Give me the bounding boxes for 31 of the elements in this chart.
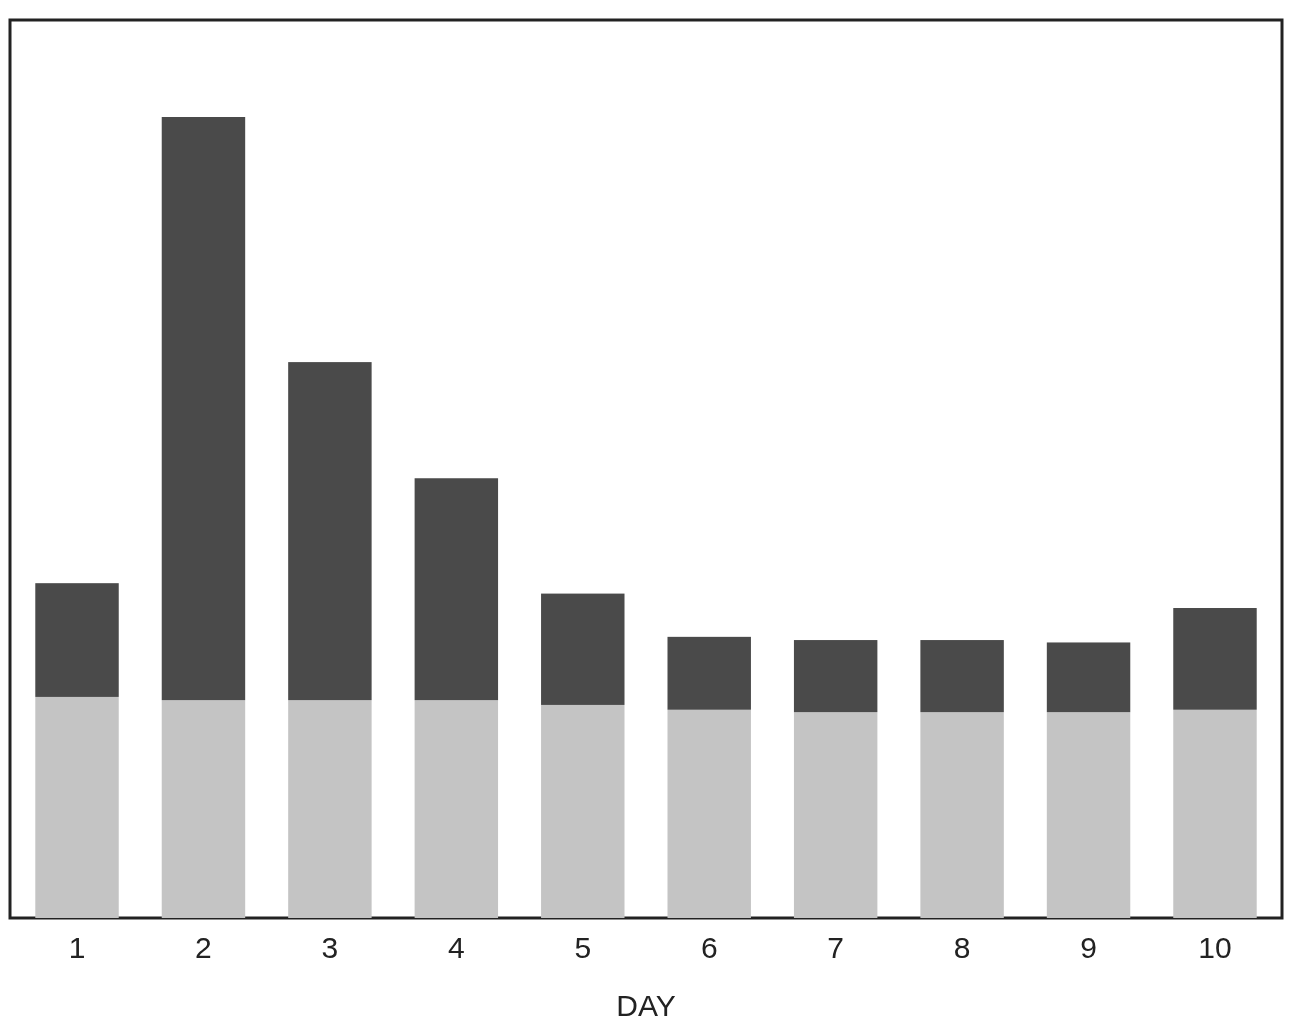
bar xyxy=(1173,608,1257,710)
bar xyxy=(161,117,246,701)
bar xyxy=(920,712,1004,918)
bar xyxy=(1046,712,1131,918)
x-tick-label: 1 xyxy=(68,931,86,964)
bar xyxy=(414,700,499,918)
bar xyxy=(667,709,751,918)
bar xyxy=(35,583,119,697)
bar xyxy=(793,640,878,713)
x-tick-label: 7 xyxy=(827,931,845,964)
bar xyxy=(793,712,878,918)
x-tick-label: 9 xyxy=(1080,931,1097,964)
bar xyxy=(288,700,372,918)
bar xyxy=(1173,709,1257,918)
bar xyxy=(35,696,119,918)
x-tick-label: 2 xyxy=(195,931,212,964)
bar xyxy=(541,704,625,918)
bar xyxy=(667,636,751,710)
x-tick-label: 6 xyxy=(700,931,718,964)
bar xyxy=(541,593,625,705)
x-tick-label: 10 xyxy=(1198,931,1232,964)
bar xyxy=(288,362,372,701)
bar xyxy=(414,478,499,701)
bar xyxy=(1046,642,1131,713)
bar xyxy=(161,700,246,918)
bar xyxy=(920,640,1004,713)
x-tick-label: 4 xyxy=(447,931,465,964)
x-tick-label: 3 xyxy=(321,931,339,964)
x-tick-label: 5 xyxy=(574,931,592,964)
x-tick-label: 8 xyxy=(953,931,971,964)
x-axis-title: DAY xyxy=(616,989,676,1022)
